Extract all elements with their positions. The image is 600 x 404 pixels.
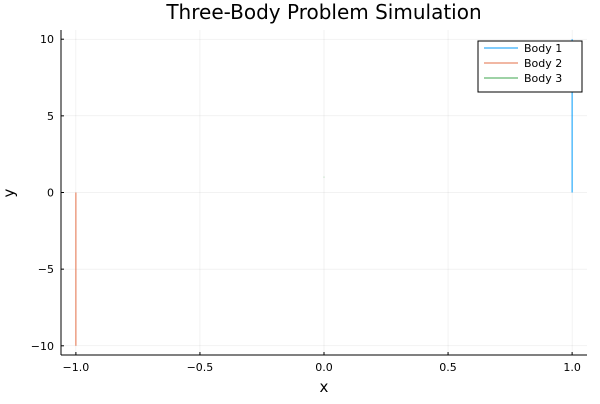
legend-label: Body 2 bbox=[524, 57, 562, 70]
legend: Body 1 Body 2 Body 3 bbox=[477, 40, 583, 93]
grid-lines bbox=[61, 30, 587, 355]
x-tick-label: −0.5 bbox=[187, 361, 214, 374]
axes bbox=[60, 30, 587, 356]
x-tick-label: 0.0 bbox=[315, 361, 333, 374]
x-tick-label: −1.0 bbox=[63, 361, 90, 374]
y-tick-label: −10 bbox=[31, 340, 54, 353]
y-tick-label: 0 bbox=[47, 187, 54, 200]
x-axis-label: x bbox=[320, 378, 329, 396]
y-tick-label: 10 bbox=[40, 33, 54, 46]
legend-label: Body 1 bbox=[524, 42, 562, 55]
legend-label: Body 3 bbox=[524, 72, 562, 85]
y-axis-label: y bbox=[0, 188, 18, 197]
chart-title: Three-Body Problem Simulation bbox=[165, 0, 481, 24]
y-tick-label: −5 bbox=[38, 263, 54, 276]
x-tick-label: 0.5 bbox=[439, 361, 457, 374]
y-tick-label: 5 bbox=[47, 110, 54, 123]
tick-labels: −1.0 −0.5 0.0 0.5 1.0 −10 −5 0 5 10 bbox=[31, 33, 581, 374]
legend-box bbox=[477, 40, 583, 93]
x-tick-label: 1.0 bbox=[563, 361, 581, 374]
